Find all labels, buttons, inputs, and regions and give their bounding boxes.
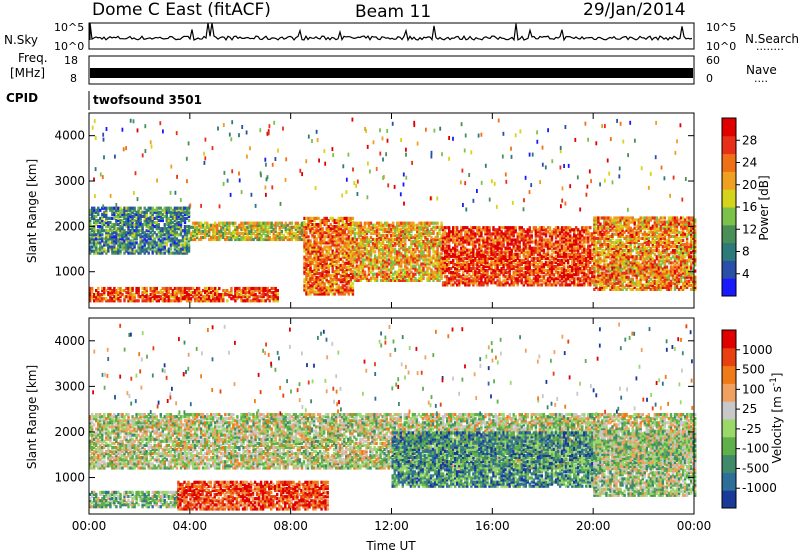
colorbar-swatch	[722, 366, 736, 384]
freq-tick-bottom: 8	[70, 72, 77, 85]
colorbar-swatch	[722, 472, 736, 490]
y-tick-label: 2000	[54, 219, 85, 233]
colorbar-swatch	[722, 490, 736, 508]
colorbar-swatch	[722, 260, 736, 278]
nsearch-tick-top: 10^5	[706, 21, 736, 34]
colorbar-tick-label: 1000	[742, 343, 773, 357]
power-region-4	[354, 222, 443, 282]
power-region-3	[303, 217, 354, 296]
colorbar-swatch	[722, 278, 736, 296]
station-title: Dome C East (fitACF)	[92, 0, 271, 20]
freq-label: Freq.	[18, 51, 48, 65]
colorbar-swatch	[722, 189, 736, 207]
y-tick-label: 1000	[54, 471, 85, 485]
x-tick-label: 00:00	[677, 519, 712, 533]
nave-tick-bottom: 0	[706, 72, 713, 85]
colorbar-swatch	[722, 455, 736, 473]
colorbar-tick-label: 12	[742, 222, 757, 236]
power-colorbar: 4 8 12 16 20 24 28 Power [dB]	[722, 118, 771, 297]
power-region-0	[89, 287, 279, 303]
y-tick-label: 1000	[54, 265, 85, 279]
date-label: 29/Jan/2014	[583, 0, 686, 20]
y-tick-label: 4000	[54, 334, 85, 348]
x-tick-label: 16:00	[475, 519, 510, 533]
nsky-tick-bottom: 10^0	[54, 40, 84, 53]
power-region-5	[442, 226, 596, 286]
power-region-6	[593, 216, 696, 291]
nave-dots: ....	[754, 72, 768, 85]
power-sparse-echoes	[92, 118, 687, 212]
power-colorbar-label: Power [dB]	[757, 175, 771, 240]
power-panel: 1000 2000 3000 4000 Slant Range [km]	[25, 113, 696, 308]
velocity-region-1	[177, 481, 329, 511]
colorbar-tick-label: 8	[742, 245, 750, 259]
colorbar-tick-label: 20	[742, 178, 757, 192]
nsky-label: N.Sky	[4, 33, 38, 47]
x-tick-label: 20:00	[576, 519, 611, 533]
power-region-1	[89, 207, 190, 255]
freq-unit: [MHz]	[10, 66, 45, 80]
freq-tick-top: 18	[64, 54, 78, 67]
nsky-panel: N.Sky 10^5 10^0 10^5 10^0 N.Search .....…	[4, 21, 799, 53]
colorbar-tick-label: -25	[742, 422, 762, 436]
colorbar-swatch	[722, 330, 736, 348]
colorbar-tick-label: 28	[742, 133, 757, 147]
freq-panel: Freq. [MHz] 18 8 60 0 Nave ....	[10, 51, 777, 85]
colorbar-tick-label: -1000	[742, 481, 777, 495]
nsearch-tick-bottom: 10^0	[706, 40, 736, 53]
colorbar-tick-label: 4	[742, 267, 750, 281]
velocity-ylabel: Slant Range [km]	[25, 365, 39, 469]
nsky-series	[90, 23, 692, 40]
velocity-cells	[89, 323, 696, 511]
velocity-colorbar: 1000 500 100 25 -25 -100 -500 -1000 Velocity [m…	[722, 330, 784, 509]
y-tick-label: 3000	[54, 174, 85, 188]
y-tick-label: 4000	[54, 129, 85, 143]
colorbar-tick-label: 100	[742, 382, 765, 396]
power-ylabel: Slant Range [km]	[25, 159, 39, 263]
colorbar-swatch	[722, 383, 736, 401]
velocity-sparse-echoes	[92, 323, 693, 417]
colorbar-tick-label: -500	[742, 461, 769, 475]
colorbar-tick-label: 25	[742, 402, 757, 416]
colorbar-swatch	[722, 243, 736, 261]
velocity-panel: 1000 2000 3000 4000 00:00 04:00 08:00 12:00 16:…	[25, 318, 711, 553]
colorbar-tick-label: 16	[742, 200, 757, 214]
colorbar-swatch	[722, 225, 736, 243]
colorbar-swatch	[722, 348, 736, 366]
nave-tick-top: 60	[706, 54, 720, 67]
cpid-label: CPID	[6, 91, 38, 105]
nave-trace	[90, 68, 693, 78]
colorbar-swatch	[722, 419, 736, 437]
colorbar-swatch	[722, 171, 736, 189]
nsky-trace	[90, 23, 692, 40]
colorbar-swatch	[722, 207, 736, 225]
y-tick-label: 2000	[54, 425, 85, 439]
y-tick-label: 3000	[54, 379, 85, 393]
velocity-region-0	[89, 491, 178, 509]
colorbar-swatch	[722, 401, 736, 419]
colorbar-swatch	[722, 154, 736, 172]
colorbar-tick-label: -100	[742, 442, 769, 456]
colorbar-tick-label: 500	[742, 363, 765, 377]
beam-label: Beam 11	[355, 2, 431, 22]
x-tick-label: 04:00	[173, 519, 208, 533]
nsky-tick-top: 10^5	[54, 21, 84, 34]
velocity-colorbar-label: Velocity [m s-1]	[769, 373, 784, 464]
colorbar-tick-label: 24	[742, 156, 757, 170]
cpid-value: twofsound 3501	[93, 93, 202, 107]
power-region-2	[190, 222, 305, 241]
colorbar-swatch	[722, 136, 736, 154]
nsearch-dots: ........	[756, 40, 784, 53]
colorbar-swatch	[722, 437, 736, 455]
x-tick-label: 00:00	[72, 519, 107, 533]
x-axis-label: Time UT	[365, 539, 416, 553]
velocity-region-3	[392, 431, 596, 488]
x-tick-label: 08:00	[273, 519, 308, 533]
colorbar-swatch	[722, 118, 736, 136]
x-tick-label: 12:00	[374, 519, 409, 533]
power-cells	[89, 118, 696, 303]
